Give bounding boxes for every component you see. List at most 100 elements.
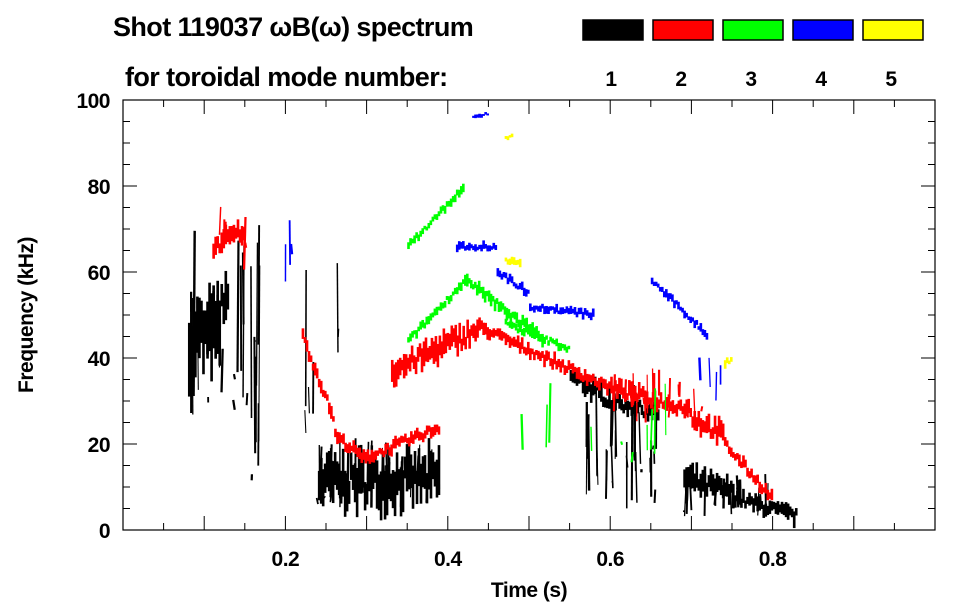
spectral-band-mode-5 [723,360,727,369]
spectral-band-mode-2 [390,444,393,457]
spectral-streak-mode-1 [329,448,333,486]
spectral-streak-mode-1 [605,450,608,499]
spectral-band-mode-1 [602,396,605,407]
spectral-band-mode-5 [504,136,508,139]
spectral-band-mode-2 [734,453,737,461]
spectral-band-mode-4 [472,115,475,118]
spectral-band-mode-2 [657,399,661,409]
spectral-band-mode-5 [508,135,512,138]
spectral-band-mode-4 [474,114,477,119]
spectral-band-mode-1 [727,483,731,505]
spectral-band-mode-1 [413,450,417,484]
spectral-band-mode-3 [539,337,542,342]
spectral-band-mode-4 [585,310,589,316]
spectral-band-mode-2 [535,350,538,356]
legend: 1 2 3 4 5 [582,19,924,91]
spectral-band-mode-4 [514,283,518,289]
spectral-band-mode-1 [784,502,788,518]
spectral-band-mode-2 [454,324,458,348]
spectral-band-mode-2 [518,342,522,354]
spectral-band-mode-2 [346,444,349,453]
spectral-band-mode-4 [472,245,475,251]
legend-swatch-mode-3 [722,19,784,41]
spectral-band-mode-1 [210,326,213,382]
axes: 0.2 0.4 0.6 0.8 0 20 40 60 80 100 [76,90,936,571]
spectral-band-mode-2 [559,361,563,373]
spectral-band-mode-1 [622,404,626,414]
spectral-band-mode-1 [638,399,642,408]
spectral-band-mode-4 [529,303,532,312]
spectral-band-mode-3 [508,321,512,328]
spectral-band-mode-2 [429,427,433,439]
spectral-streak-mode-2 [667,403,671,418]
spectral-band-mode-1 [762,504,766,518]
spectral-band-mode-2 [541,351,544,358]
spectral-band-mode-3 [435,214,439,220]
spectral-band-mode-3 [541,335,544,348]
spectral-band-mode-4 [679,306,682,311]
spectral-band-mode-4 [484,244,487,249]
spectral-band-mode-2 [675,403,679,417]
spectral-band-mode-2 [620,378,623,395]
spectral-band-mode-3 [529,329,532,337]
spectral-streak-mode-1 [253,336,257,454]
spectral-band-mode-1 [786,503,790,520]
spectral-band-mode-2 [637,382,641,400]
spectral-streak-mode-1 [192,230,196,397]
spectral-band-mode-2 [649,397,653,409]
spectral-band-mode-2 [415,427,419,439]
spectral-band-mode-2 [760,484,764,495]
spectral-band-mode-4 [551,306,554,310]
spectral-band-mode-2 [356,447,360,458]
spectral-streak-mode-2 [623,379,628,403]
spectral-band-mode-3 [457,189,461,198]
spectral-band-mode-4 [579,307,583,315]
spectral-band-mode-2 [655,397,659,413]
spectral-band-mode-3 [443,301,447,308]
spectral-band-mode-1 [333,452,337,485]
spectral-band-mode-4 [567,308,571,315]
spectral-streak-mode-1 [336,263,339,353]
spectral-streak-mode-1 [684,479,688,496]
spectral-band-mode-2 [679,399,683,411]
spectral-band-mode-3 [517,319,521,328]
spectral-band-mode-1 [423,455,427,489]
spectral-band-mode-2 [332,416,335,422]
spectral-band-mode-5 [516,259,520,265]
spectral-band-mode-3 [529,323,532,330]
spectral-band-mode-2 [547,351,550,360]
spectral-band-mode-2 [432,341,436,364]
spectral-band-mode-2 [630,381,633,398]
spectral-band-mode-5 [512,257,516,265]
spectral-band-mode-1 [750,496,753,505]
spectral-band-mode-3 [514,323,518,331]
spectral-streak-mode-1 [232,399,236,410]
spectral-band-mode-1 [377,474,381,511]
spectral-band-mode-3 [531,330,534,339]
spectral-band-mode-2 [695,417,699,432]
spectral-band-mode-3 [512,322,516,328]
chart-title: Shot 119037 ωB(ω) spectrum [113,12,473,42]
spectral-band-mode-4 [553,307,556,314]
spectral-band-mode-3 [455,287,459,295]
spectral-streak-mode-3 [664,383,667,436]
spectral-band-mode-2 [234,227,238,239]
spectral-band-mode-2 [754,475,757,485]
spectral-band-mode-4 [541,303,544,309]
spectral-band-mode-4 [656,283,660,288]
spectral-band-mode-1 [421,456,425,488]
spectral-streak-mode-2 [700,406,704,412]
spectral-band-mode-2 [553,351,556,365]
spectral-band-mode-3 [559,343,563,351]
spectral-band-mode-4 [699,323,703,332]
spectral-band-mode-2 [460,338,464,352]
legend-label-mode-4: 4 [815,68,827,91]
spectral-band-mode-3 [541,333,544,339]
spectral-band-mode-2 [430,337,434,359]
spectral-band-mode-3 [510,321,514,329]
spectral-band-mode-2 [313,362,317,376]
spectral-streak-mode-1 [759,494,763,507]
spectral-band-mode-4 [494,245,498,251]
spectral-band-mode-2 [713,415,717,434]
spectral-band-mode-1 [699,473,703,498]
